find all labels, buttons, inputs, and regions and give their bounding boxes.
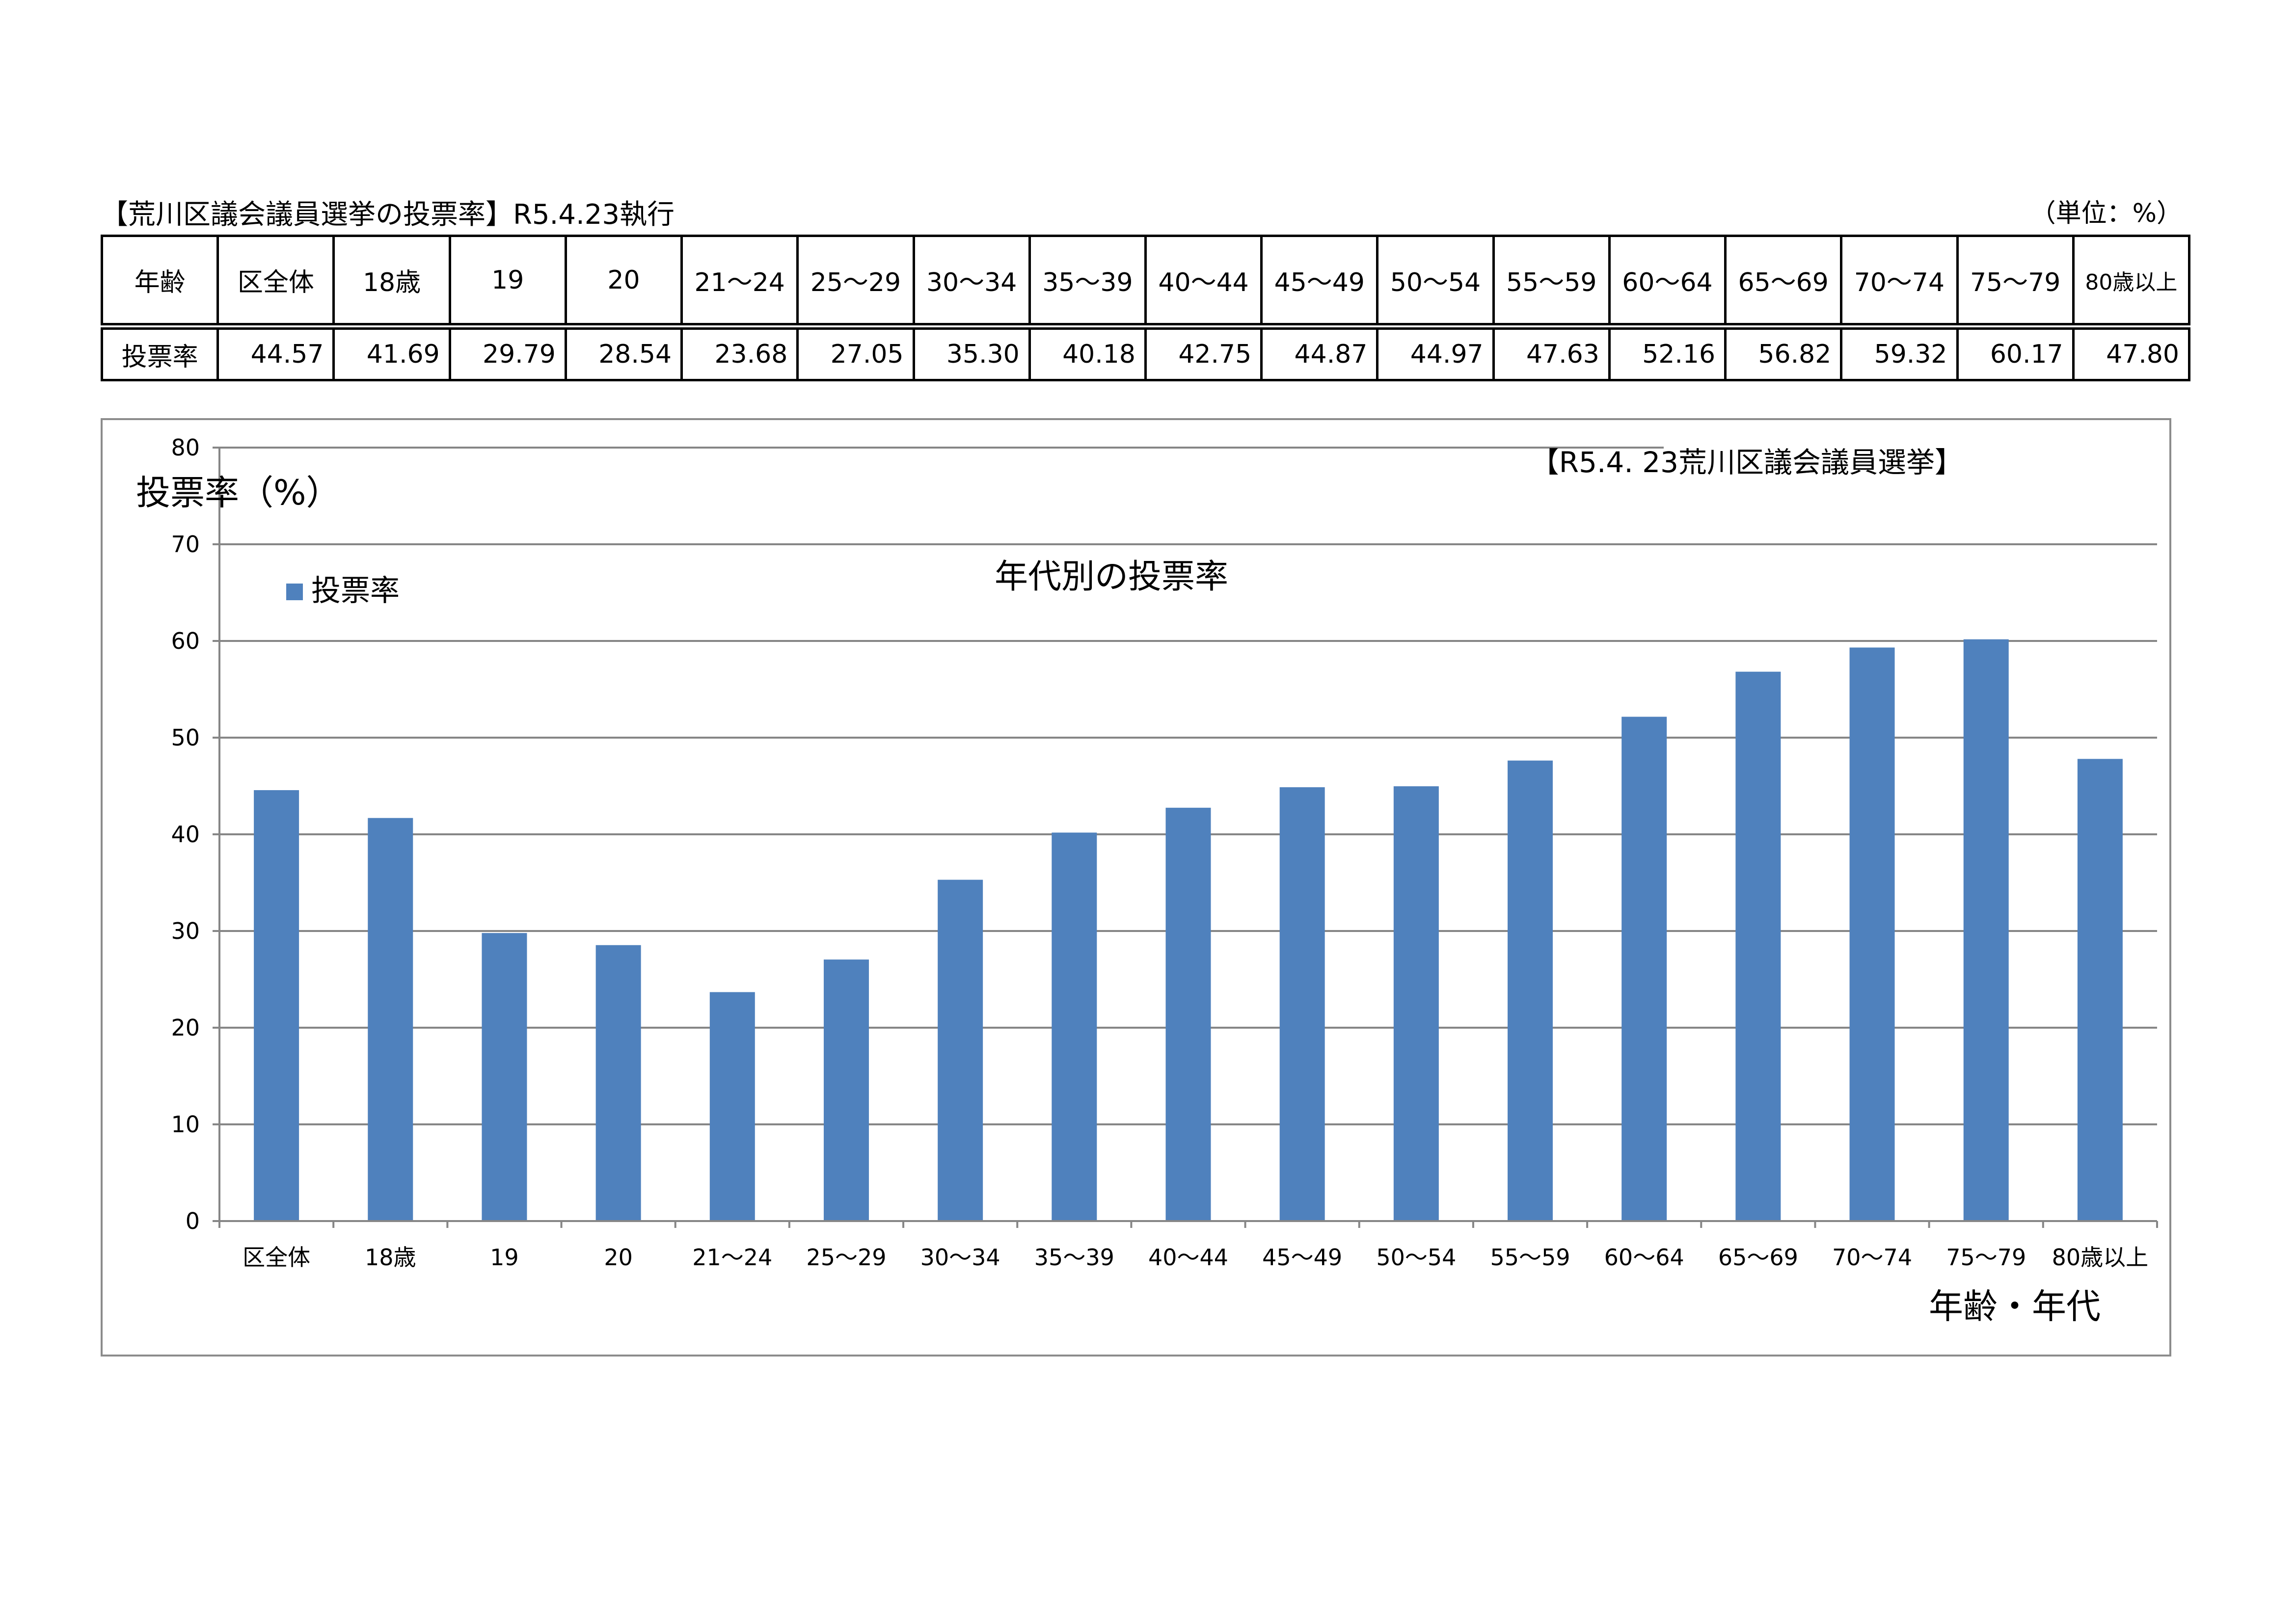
y-tick-label: 30 — [171, 918, 200, 944]
col-header: 20 — [564, 235, 683, 328]
col-header: 35～39 — [1028, 235, 1147, 328]
x-axis-title: 年齢・年代 — [1929, 1286, 2101, 1327]
bar — [823, 959, 869, 1221]
table-cell: 52.16 — [1608, 325, 1727, 381]
x-tick-label: 40～44 — [1148, 1244, 1228, 1271]
table-cell: 44.97 — [1376, 325, 1495, 381]
turnout-table: 年齢 区全体 18歳 19 20 21～24 25～29 30～34 35～39… — [100, 235, 2191, 381]
x-tick-label: 55～59 — [1490, 1244, 1570, 1271]
col-header: 19 — [448, 235, 567, 328]
col-header: 55～59 — [1492, 235, 1611, 328]
y-tick-label: 0 — [186, 1208, 200, 1234]
col-header: 25～29 — [796, 235, 915, 328]
col-header: 18歳 — [332, 235, 451, 328]
legend-label: 投票率 — [311, 574, 400, 608]
bar — [709, 992, 755, 1221]
table-cell: 35.30 — [912, 325, 1031, 381]
chart-subtitle: 【R5.4. 23荒川区議会議員選挙】 — [1531, 446, 1963, 479]
table-cell: 59.32 — [1840, 325, 1959, 381]
col-header: 45～49 — [1260, 235, 1379, 328]
row-label-age: 年齢 — [100, 235, 219, 328]
col-header: 50～54 — [1376, 235, 1495, 328]
y-tick-label: 40 — [171, 821, 200, 848]
x-tick-label: 60～64 — [1604, 1244, 1684, 1271]
col-header: 21～24 — [680, 235, 799, 328]
turnout-bar-chart: 0 10 20 30 40 50 60 70 80 区全体 18歳 19 20 21～24 25～29 30～… — [136, 434, 2169, 1327]
bar — [1963, 639, 2009, 1221]
x-tick-label: 70～74 — [1832, 1244, 1912, 1271]
x-tick-label: 20 — [604, 1244, 633, 1271]
bar — [368, 818, 413, 1221]
bar — [1735, 671, 1781, 1221]
chart-frame: 0 10 20 30 40 50 60 70 80 区全体 18歳 19 20 21～24 25～29 30～… — [101, 418, 2171, 1357]
subtitle-background — [1664, 440, 2169, 494]
unit-note: （単位：%） — [2030, 199, 2182, 228]
y-tick-label: 80 — [171, 434, 200, 461]
bar — [1849, 647, 1895, 1221]
x-tick-label: 30～34 — [920, 1244, 1000, 1271]
bar — [595, 945, 641, 1221]
chart-title: 年代別の投票率 — [995, 558, 1228, 596]
table-cell: 56.82 — [1724, 325, 1843, 381]
bar — [1279, 787, 1325, 1221]
table-cell: 29.79 — [448, 325, 567, 381]
bar — [1508, 760, 1553, 1221]
table-cell: 41.69 — [332, 325, 451, 381]
col-header: 75～79 — [1956, 235, 2075, 328]
table-cell: 44.87 — [1260, 325, 1379, 381]
legend-swatch — [286, 584, 303, 600]
x-tick-label: 21～24 — [692, 1244, 772, 1271]
y-tick-label: 20 — [171, 1014, 200, 1041]
table-cell: 42.75 — [1144, 325, 1263, 381]
col-header: 70～74 — [1840, 235, 1959, 328]
y-tick-label: 10 — [171, 1111, 200, 1138]
bar — [1165, 807, 1211, 1221]
x-tick-label: 19 — [490, 1244, 519, 1271]
bar — [254, 790, 299, 1221]
x-tick-label: 80歳以上 — [2052, 1244, 2149, 1271]
table-cell: 47.63 — [1492, 325, 1611, 381]
x-tick-label: 45～49 — [1262, 1244, 1342, 1271]
bar — [1052, 832, 1097, 1221]
table-cell: 27.05 — [796, 325, 915, 381]
col-header: 40～44 — [1144, 235, 1263, 328]
table-cell: 28.54 — [564, 325, 683, 381]
col-header: 30～34 — [912, 235, 1031, 328]
y-tick-label: 70 — [171, 531, 200, 558]
x-tick-label: 18歳 — [365, 1244, 416, 1271]
table-header-row: 年齢 区全体 18歳 19 20 21～24 25～29 30～34 35～39… — [100, 235, 2191, 328]
x-tick-label: 25～29 — [806, 1244, 886, 1271]
col-header: 80歳以上 — [2072, 235, 2191, 328]
y-tick-label: 50 — [171, 724, 200, 751]
table-cell: 60.17 — [1956, 325, 2075, 381]
x-tick-label: 35～39 — [1034, 1244, 1114, 1271]
table-cell: 40.18 — [1028, 325, 1147, 381]
y-tick-label: 60 — [171, 628, 200, 654]
table-cell: 44.57 — [216, 325, 335, 381]
bar — [2077, 759, 2123, 1221]
bar — [1621, 717, 1667, 1221]
col-header: 区全体 — [216, 235, 335, 328]
table-cell: 23.68 — [680, 325, 799, 381]
bar — [482, 933, 527, 1221]
table-cell: 47.80 — [2072, 325, 2191, 381]
y-axis-title: 投票率（%） — [136, 473, 341, 513]
table-value-row: 投票率 44.57 41.69 29.79 28.54 23.68 27.05 … — [100, 325, 2191, 381]
document-title: 【荒川区議会議員選挙の投票率】R5.4.23執行 — [101, 199, 675, 231]
x-tick-label: 区全体 — [243, 1244, 310, 1271]
row-label-turnout: 投票率 — [100, 325, 219, 381]
bar — [938, 879, 983, 1221]
bar — [1393, 786, 1439, 1221]
legend-background — [286, 576, 630, 615]
x-tick-label: 65～69 — [1718, 1244, 1798, 1271]
col-header: 65～69 — [1724, 235, 1843, 328]
x-tick-label: 50～54 — [1376, 1244, 1456, 1271]
col-header: 60～64 — [1608, 235, 1727, 328]
x-tick-label: 75～79 — [1946, 1244, 2026, 1271]
